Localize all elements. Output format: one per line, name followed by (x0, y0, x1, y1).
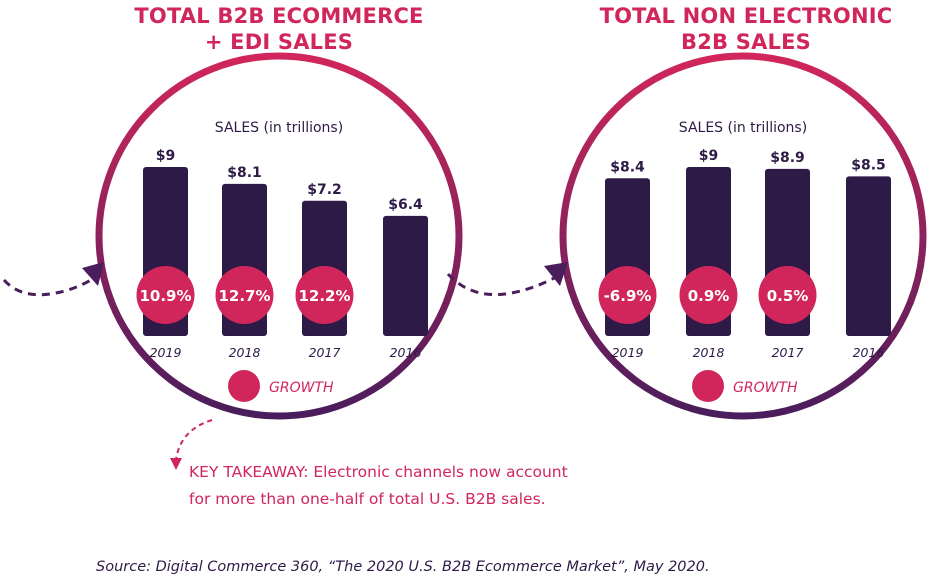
growth-badge (598, 266, 657, 324)
chart-2-title: TOTAL NON ELECTRONIC B2B SALES (581, 3, 911, 55)
chart-1-title-line-2: + EDI SALES (204, 30, 354, 54)
growth-label: 12.7% (218, 287, 270, 305)
category-label: 2018 (693, 345, 725, 360)
chart-2-ring (559, 52, 927, 420)
growth-badge (295, 266, 354, 324)
left-arrow-path (2, 272, 101, 297)
chart-1-title: TOTAL B2B ECOMMERCE + EDI SALES (129, 3, 429, 55)
category-label: 2016 (390, 345, 422, 360)
chart-subtitle: SALES (in trillions) (215, 120, 343, 136)
bar-value-label: $9 (699, 148, 718, 164)
legend-label: GROWTH (733, 380, 798, 396)
growth-badge (136, 266, 195, 324)
bar-value-label: $8.1 (227, 165, 262, 181)
growth-label: 0.5% (767, 287, 809, 305)
middle-arrow-path (446, 270, 566, 297)
category-label: 2016 (853, 345, 885, 360)
source-note: Source: Digital Commerce 360, “The 2020 … (96, 559, 710, 575)
category-label: 2019 (612, 345, 644, 360)
chart-1-title-line-1: TOTAL B2B ECOMMERCE (134, 4, 424, 28)
chart-subtitle: SALES (in trillions) (679, 120, 807, 136)
bar-value-label: $7.2 (307, 182, 342, 198)
legend-swatch (228, 370, 260, 402)
takeaway-arrow-head (170, 458, 182, 470)
growth-label: -6.9% (604, 287, 652, 305)
bar-value-label: $9 (156, 148, 175, 164)
chart-2-title-line-1: TOTAL NON ELECTRONIC (599, 4, 893, 28)
category-label: 2017 (309, 345, 341, 360)
chart-2: SALES (in trillions) $8.4 2019 -6.9% $9 2018 0… (598, 120, 891, 402)
key-takeaway-line-1: KEY TAKEAWAY: Electronic channels now ac… (189, 463, 568, 481)
bar-value-label: $8.9 (770, 150, 805, 166)
bar (846, 176, 891, 336)
growth-badge (215, 266, 274, 324)
category-label: 2019 (150, 345, 182, 360)
bar-value-label: $6.4 (388, 197, 423, 213)
takeaway-arrow-path (175, 419, 213, 461)
chart-1-ring (95, 52, 463, 420)
category-label: 2017 (772, 345, 804, 360)
growth-label: 12.2% (298, 287, 350, 305)
key-takeaway: KEY TAKEAWAY: Electronic channels now ac… (189, 459, 568, 513)
bar-value-label: $8.4 (610, 159, 645, 175)
legend-label: GROWTH (269, 380, 334, 396)
legend-swatch (692, 370, 724, 402)
key-takeaway-line-2: for more than one-half of total U.S. B2B… (189, 490, 546, 508)
growth-label: 10.9% (139, 287, 191, 305)
bar-value-label: $8.5 (851, 157, 886, 173)
growth-label: 0.9% (688, 287, 730, 305)
left-arrow-head (82, 262, 104, 286)
growth-badge (679, 266, 738, 324)
chart-2-title-line-2: B2B SALES (681, 30, 811, 54)
chart-1: SALES (in trillions) $9 2019 10.9% $8.1 2018 1… (136, 120, 428, 402)
middle-arrow-head (544, 262, 568, 286)
category-label: 2018 (229, 345, 261, 360)
growth-badge (758, 266, 817, 324)
bar (383, 215, 428, 336)
